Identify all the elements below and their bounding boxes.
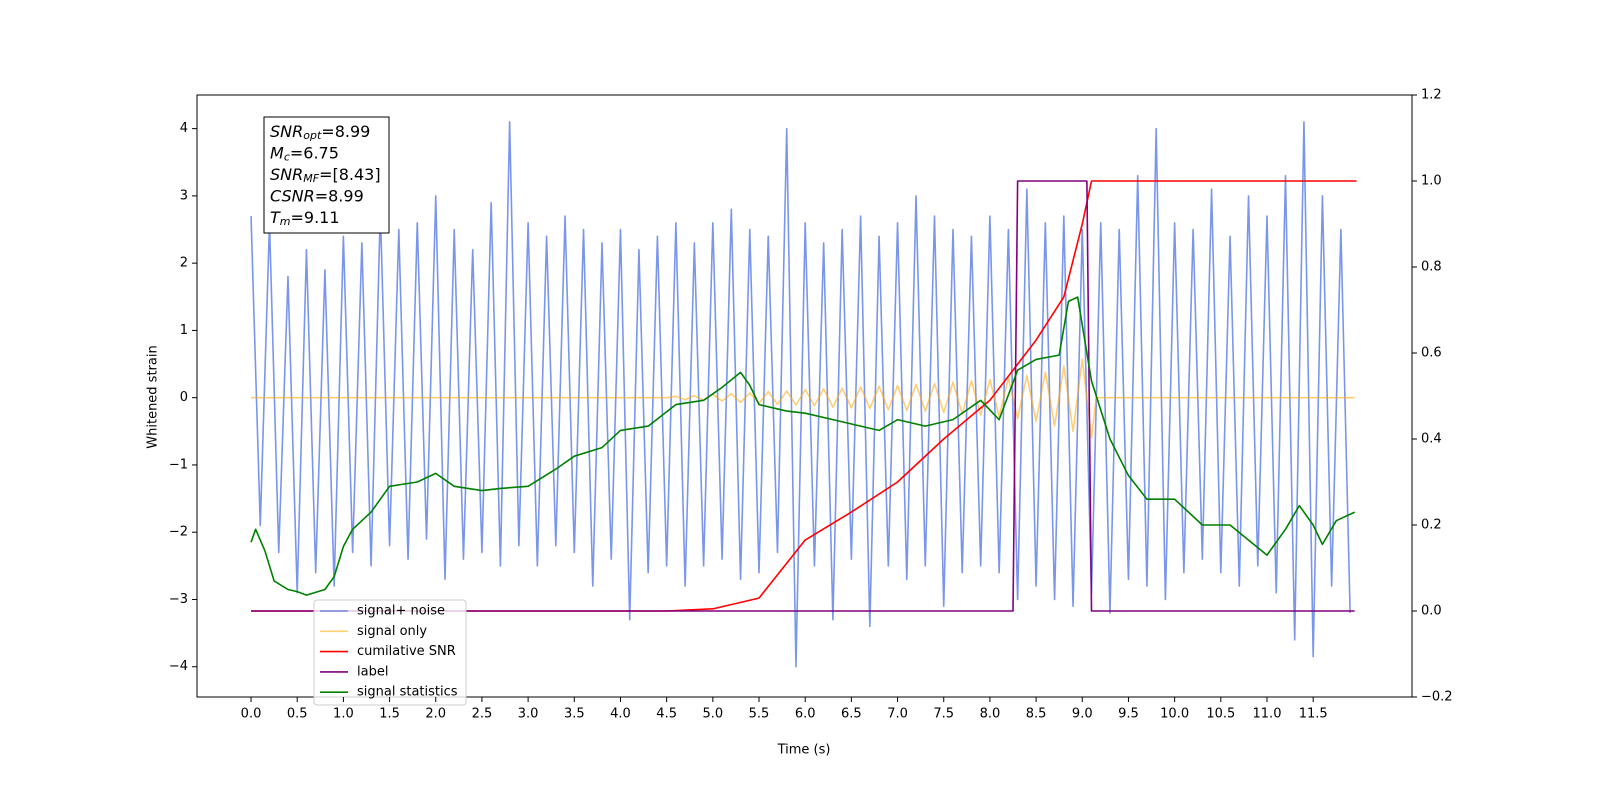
y-tick-label: 4 [180, 121, 188, 136]
y-tick-label: 1 [180, 323, 188, 338]
x-tick-label: 5.0 [702, 707, 723, 722]
x-tick-label: 10.0 [1160, 707, 1189, 722]
x-tick-label: 0.5 [287, 707, 308, 722]
annotation-main: CSNR [270, 186, 315, 205]
annotation-rest: =6.75 [290, 143, 339, 162]
series-line [250, 121, 1351, 668]
x-axis-label: Time (s) [777, 743, 831, 758]
annotation-sub: m [280, 215, 291, 228]
annotation-sub: opt [303, 129, 322, 142]
x-tick-label: 9.5 [1118, 707, 1139, 722]
legend-label: label [357, 664, 388, 679]
annotation-main: SNR [270, 122, 303, 141]
annotation-main: M [270, 143, 284, 162]
annotation-line: SNRMF=[8.43] [270, 165, 381, 186]
y2-tick-label: −0.2 [1421, 690, 1453, 705]
x-tick-label: 7.5 [933, 707, 954, 722]
y2-tick-label: 0.0 [1421, 604, 1442, 619]
axes-frame [196, 94, 1413, 698]
x-tick-label: 6.5 [841, 707, 862, 722]
x-tick-label: 7.0 [887, 707, 908, 722]
x-tick-label: 11.0 [1253, 707, 1282, 722]
x-tick-label: 4.0 [610, 707, 631, 722]
legend-label: cumilative SNR [357, 644, 456, 659]
x-tick-label: 2.0 [425, 707, 446, 722]
plot-area [250, 121, 1357, 668]
y2-tick-label: 1.0 [1421, 174, 1442, 189]
annotation-sub: c [284, 151, 290, 164]
legend: signal+ noise signal only cumilative SNR la… [313, 599, 467, 706]
x-tick-label: 4.5 [656, 707, 677, 722]
series-line [251, 180, 1355, 612]
y-tick-label: 2 [180, 256, 188, 271]
legend-frame [313, 599, 467, 706]
legend-label: signal+ noise [357, 604, 445, 619]
x-tick-label: 5.5 [749, 707, 770, 722]
y-tick-label: 0 [180, 390, 188, 405]
annotation-box: SNRopt=8.99Mc=6.75SNRMF=[8.43]CSNR=8.99T… [263, 116, 390, 234]
y2-tick-label: 0.2 [1421, 518, 1442, 533]
x-tick-label: 2.5 [472, 707, 493, 722]
annotation-rest: =8.99 [315, 186, 364, 205]
y-tick-label: 3 [180, 188, 188, 203]
y-tick-label: −2 [169, 525, 188, 540]
series-line [251, 180, 1357, 612]
annotation-main: SNR [270, 165, 303, 184]
x-tick-label: 1.5 [379, 707, 400, 722]
annotation-line: CSNR=8.99 [270, 186, 364, 205]
annotation-rest: =8.99 [321, 122, 370, 141]
x-tick-label: 8.5 [1026, 707, 1047, 722]
annotation-frame [263, 116, 390, 234]
y-tick-label: −3 [169, 592, 188, 607]
series-line [250, 296, 1356, 596]
y-tick-label: −1 [169, 457, 188, 472]
series-line [251, 358, 1355, 439]
y-axis-label: Whitened strain [146, 345, 161, 448]
x-tick-label: 11.5 [1299, 707, 1328, 722]
legend-label: signal only [357, 624, 427, 639]
x-tick-label: 6.0 [795, 707, 816, 722]
annotation-rest: =[8.43] [319, 165, 381, 184]
y2-tick-label: 1.2 [1421, 88, 1442, 103]
x-tick-label: 3.0 [518, 707, 539, 722]
annotation-main: T [270, 208, 281, 227]
x-tick-label: 3.5 [564, 707, 585, 722]
annotation-sub: MF [303, 172, 319, 185]
y2-tick-label: 0.4 [1421, 432, 1442, 447]
annotation-line: Mc=6.75 [270, 143, 339, 164]
x-tick-label: 1.0 [333, 707, 354, 722]
x-tick-label: 10.5 [1206, 707, 1235, 722]
legend-label: signal statistics [357, 685, 458, 700]
x-tick-label: 9.0 [1072, 707, 1093, 722]
annotation-line: Tm=9.11 [270, 208, 340, 229]
y2-tick-label: 0.8 [1421, 260, 1442, 275]
y2-tick-label: 0.6 [1421, 346, 1442, 361]
x-tick-label: 0.0 [241, 707, 262, 722]
annotation-rest: =9.11 [291, 208, 340, 227]
y-tick-label: −4 [169, 659, 188, 674]
x-tick-label: 8.0 [980, 707, 1001, 722]
annotation-line: SNRopt=8.99 [270, 122, 370, 143]
